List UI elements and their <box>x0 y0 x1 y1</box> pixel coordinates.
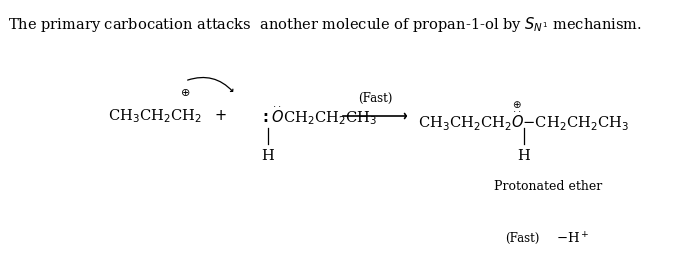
Text: (Fast): (Fast) <box>358 92 392 104</box>
Text: $-$H$^+$: $-$H$^+$ <box>556 231 590 246</box>
Text: Protonated ether: Protonated ether <box>494 180 602 193</box>
Text: $\oplus$: $\oplus$ <box>180 86 190 98</box>
Text: CH$_3$CH$_2$CH$_2$$\overset{\oplus}{\overset{..}{O}}$$-$CH$_2$CH$_2$CH$_3$: CH$_3$CH$_2$CH$_2$$\overset{\oplus}{\ove… <box>418 99 629 133</box>
Text: H: H <box>262 149 275 163</box>
Text: The primary carbocation attacks  another molecule of propan-1-ol by $S_{N^1}$ me: The primary carbocation attacks another … <box>8 15 642 34</box>
Text: $\mathbf{:}\overset{..}{O}$CH$_2$CH$_2$CH$_3$: $\mathbf{:}\overset{..}{O}$CH$_2$CH$_2$C… <box>260 105 377 127</box>
Text: (Fast): (Fast) <box>505 232 540 245</box>
Text: $+$: $+$ <box>214 109 226 123</box>
Text: H: H <box>518 149 530 163</box>
Text: CH$_3$CH$_2$CH$_2$: CH$_3$CH$_2$CH$_2$ <box>108 107 202 125</box>
